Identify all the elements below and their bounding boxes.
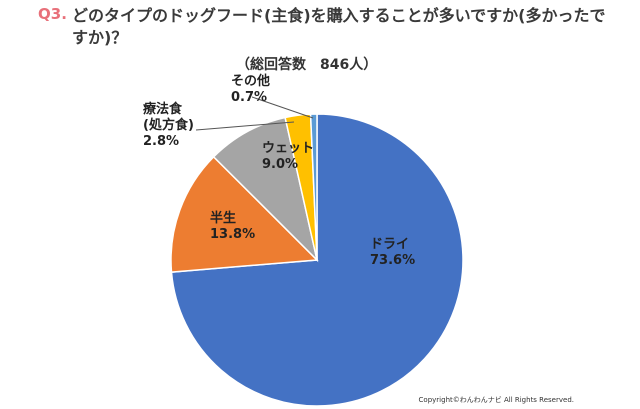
slice-label-1: 半生 13.8%: [210, 210, 255, 242]
slice-label-0: ドライ 73.6%: [370, 237, 415, 268]
pie-slice-1: [170, 155, 319, 273]
question-title: どのタイプのドッグフード(主食)を購入することが多いですか(多かったですか)？: [72, 6, 606, 47]
chart-subtitle: （総回答数 846人）: [236, 57, 378, 73]
leader-line-3: [195, 121, 295, 131]
slice-label-3: 療法食(処方食) 2.8%: [143, 101, 194, 149]
leader-line-4: [251, 96, 314, 119]
pie-slice-2: [212, 116, 319, 263]
pie-slice-4: [309, 113, 318, 261]
copyright-text: Copyright©わんわんナビ All Rights Reserved.: [418, 396, 574, 404]
question-number: Q3.: [38, 5, 67, 23]
slice-label-4: その他 0.7%: [231, 73, 270, 105]
slice-label-2: ウェット 9.0%: [262, 141, 314, 172]
